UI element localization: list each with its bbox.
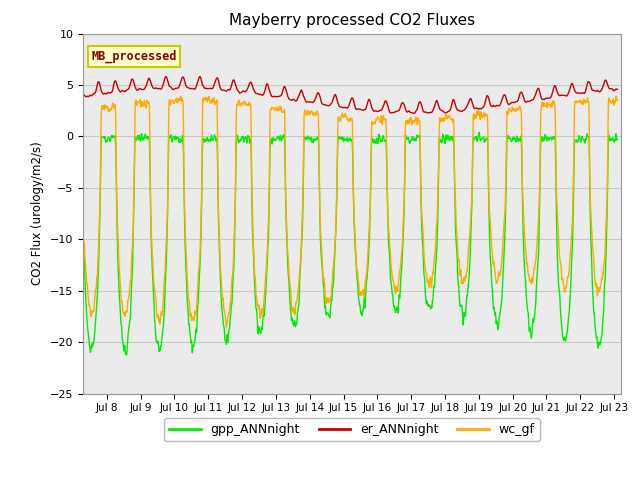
gpp_ANNnight — [229, 273, 237, 279]
wc_gf — [177, 94, 185, 99]
Text: MB_processed: MB_processed — [92, 50, 177, 63]
er_ANNnight — [563, 93, 571, 98]
er_ANNnight — [614, 86, 621, 92]
Line: gpp_ANNnight: gpp_ANNnight — [84, 132, 618, 355]
er_ANNnight — [81, 92, 88, 98]
er_ANNnight — [229, 77, 237, 83]
Y-axis label: CO2 Flux (urology/m2/s): CO2 Flux (urology/m2/s) — [31, 142, 44, 286]
er_ANNnight — [195, 76, 202, 82]
wc_gf — [81, 240, 88, 245]
wc_gf — [614, 98, 621, 104]
gpp_ANNnight — [403, 135, 411, 141]
gpp_ANNnight — [476, 130, 483, 135]
gpp_ANNnight — [563, 330, 571, 336]
er_ANNnight — [196, 73, 204, 79]
Legend: gpp_ANNnight, er_ANNnight, wc_gf: gpp_ANNnight, er_ANNnight, wc_gf — [164, 419, 540, 441]
gpp_ANNnight — [614, 136, 621, 142]
wc_gf — [412, 115, 420, 121]
gpp_ANNnight — [195, 291, 202, 297]
er_ANNnight — [613, 86, 621, 92]
gpp_ANNnight — [123, 352, 131, 358]
wc_gf — [613, 98, 621, 104]
gpp_ANNnight — [613, 137, 621, 143]
wc_gf — [403, 119, 411, 124]
er_ANNnight — [403, 109, 411, 115]
er_ANNnight — [412, 108, 420, 114]
wc_gf — [230, 257, 237, 263]
gpp_ANNnight — [81, 253, 88, 259]
Title: Mayberry processed CO2 Fluxes: Mayberry processed CO2 Fluxes — [229, 13, 475, 28]
wc_gf — [223, 324, 230, 330]
gpp_ANNnight — [412, 138, 420, 144]
Line: wc_gf: wc_gf — [84, 96, 618, 327]
Line: er_ANNnight: er_ANNnight — [84, 76, 618, 113]
er_ANNnight — [410, 110, 418, 116]
wc_gf — [195, 269, 202, 275]
wc_gf — [563, 276, 571, 281]
